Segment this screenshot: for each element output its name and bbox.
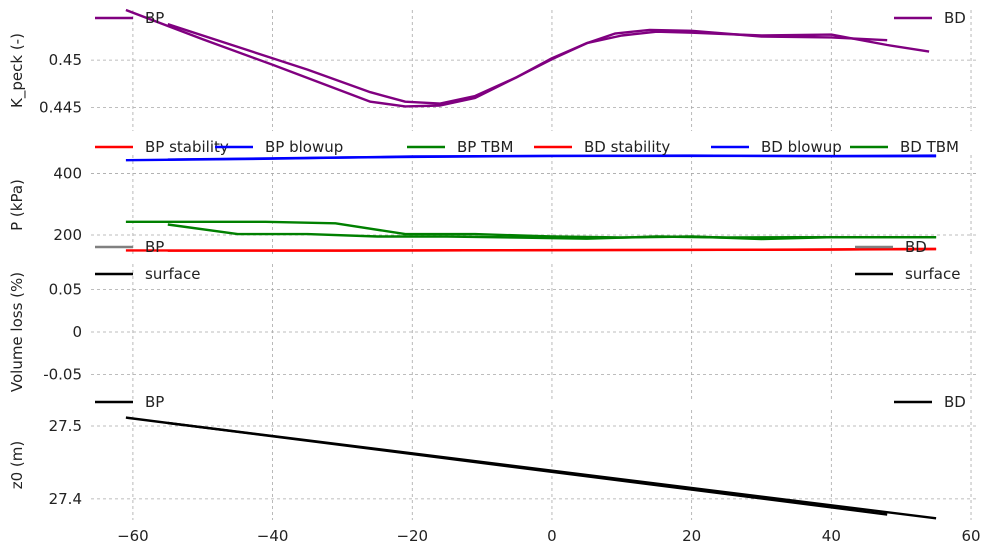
legend-item: BD TBM — [850, 138, 959, 156]
legend-label: BP TBM — [457, 138, 514, 156]
legend-item: BD blowup — [711, 138, 842, 156]
y-tick-label: 27.4 — [49, 490, 82, 508]
series-line-bd-blowup — [167, 154, 937, 161]
y-tick-label: 200 — [53, 226, 82, 244]
legend-label: BP — [145, 393, 164, 411]
y-tick-label: 0.45 — [49, 51, 82, 69]
y-axis-label: K_peck (-) — [8, 33, 27, 108]
y-tick-label: 400 — [53, 164, 82, 182]
panel-z0: 27.4 27.5 z0 (m) — [8, 410, 978, 520]
legend-item: BD stability — [534, 138, 670, 156]
series-line-bd — [167, 23, 930, 105]
series-line-bp — [125, 8, 888, 108]
legend-label: BD — [905, 238, 927, 256]
y-axis-label: z0 (m) — [8, 441, 26, 490]
series-line-bd-stability — [167, 247, 937, 252]
x-tick-label: 20 — [682, 527, 701, 544]
legend-item: BD — [894, 9, 966, 27]
x-tick-label: −40 — [257, 527, 289, 544]
legend-item: BP — [95, 393, 164, 411]
legend-item: BP — [95, 9, 164, 27]
y-tick-label: 27.5 — [49, 417, 82, 435]
panel-k_peck: 0.445 0.45 K_peck (-) — [8, 8, 978, 131]
legend-item: BP blowup — [215, 138, 343, 156]
legend-label: surface — [145, 265, 200, 283]
panel-pressure: 200 400 P (kPa) — [8, 154, 978, 255]
series-line-bd — [167, 421, 937, 520]
legend-item: BP TBM — [407, 138, 514, 156]
legend-label: BP blowup — [265, 138, 343, 156]
y-tick-label: 0.05 — [49, 281, 82, 299]
legend-item: surface — [95, 265, 200, 283]
legend-label: BP — [145, 238, 164, 256]
legend-item: BD — [855, 238, 927, 256]
legend-label: BD stability — [584, 138, 670, 156]
y-axis-label: P (kPa) — [8, 179, 26, 231]
legend-label: BD blowup — [761, 138, 842, 156]
legend-item: surface — [855, 265, 960, 283]
x-tick-label: −60 — [117, 527, 149, 544]
panel-volume_loss: -0.05 0 0.05 Volume loss (%) — [8, 264, 978, 400]
legend-label: BP stability — [145, 138, 229, 156]
legend-item: BP stability — [95, 138, 229, 156]
legend-label: BD — [944, 393, 966, 411]
y-tick-label: 0 — [72, 323, 82, 341]
legend-label: BD — [944, 9, 966, 27]
x-tick-label: −20 — [396, 527, 428, 544]
x-tick-label: 60 — [961, 527, 980, 544]
legend-label: surface — [905, 265, 960, 283]
legend-item: BP — [95, 238, 164, 256]
legend-label: BP — [145, 9, 164, 27]
legend-label: BD TBM — [900, 138, 959, 156]
x-tick-label: 0 — [547, 527, 557, 544]
y-tick-label: 0.445 — [39, 98, 82, 116]
y-tick-label: -0.05 — [43, 366, 82, 384]
legend-item: BD — [894, 393, 966, 411]
x-tick-label: 40 — [822, 527, 841, 544]
y-axis-label: Volume loss (%) — [8, 272, 26, 392]
series-line-bd-tbm — [167, 223, 937, 240]
